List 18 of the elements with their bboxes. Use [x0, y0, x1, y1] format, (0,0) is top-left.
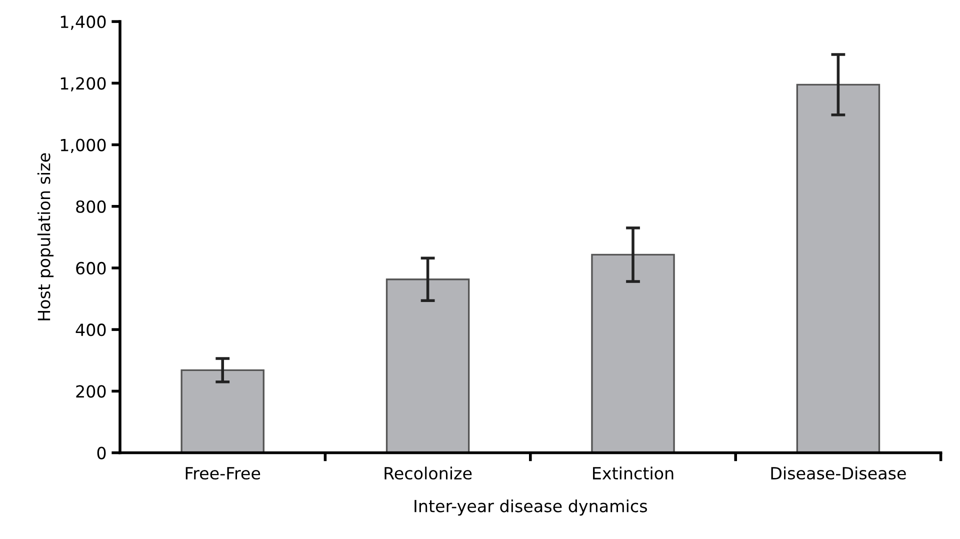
- bar: [180, 369, 264, 453]
- x-tick-label: Recolonize: [384, 466, 472, 480]
- y-tick-label: 800: [76, 200, 106, 213]
- y-tick-label: 1,400: [60, 16, 106, 30]
- bar: [796, 84, 880, 453]
- y-tick-label: 1,200: [60, 77, 106, 92]
- bar: [591, 254, 675, 453]
- y-tick-label: 1,000: [60, 138, 106, 154]
- y-tick-label: 0: [97, 446, 106, 460]
- y-tick-label: 400: [76, 324, 106, 336]
- bar: [386, 278, 470, 453]
- x-tick-label: Free-Free: [186, 467, 260, 480]
- x-axis-title: Inter-year disease dynamics: [414, 499, 647, 516]
- x-tick-label: Disease-Disease: [771, 466, 906, 480]
- y-tick-label: 600: [76, 262, 106, 275]
- y-tick-label: 200: [76, 385, 106, 398]
- y-axis-title: Host population size: [37, 153, 54, 320]
- x-tick-label: Extinction: [593, 466, 674, 480]
